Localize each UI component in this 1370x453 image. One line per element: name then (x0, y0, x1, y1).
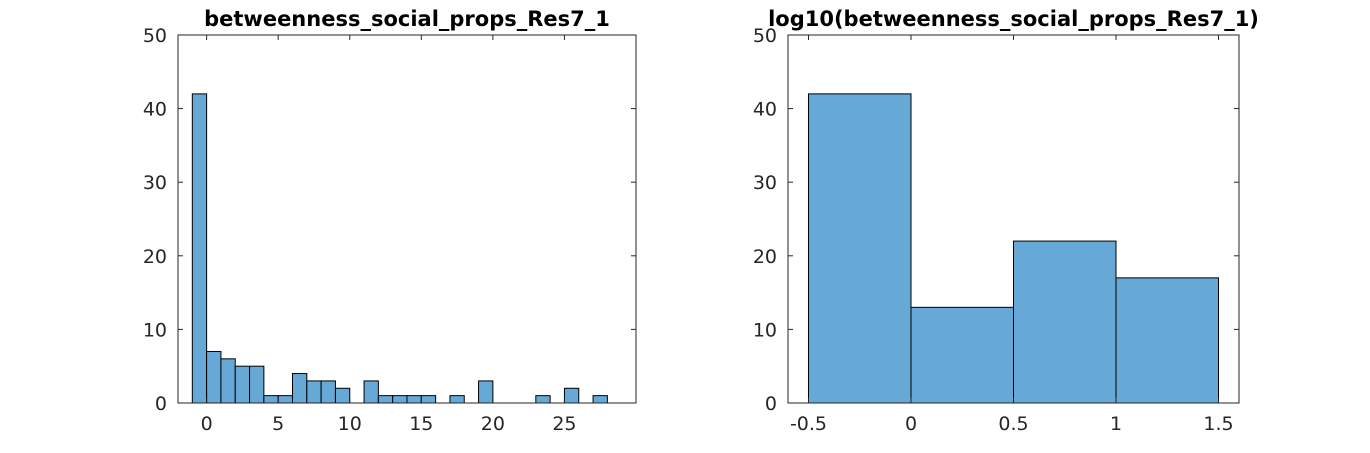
x-tick-label: 25 (552, 413, 576, 435)
histogram-bar (449, 395, 465, 404)
x-tick-label: 5 (272, 413, 284, 435)
histogram-bar (292, 373, 308, 404)
histogram-bar (563, 387, 580, 404)
histogram-bar (249, 365, 265, 404)
histogram-bar (320, 380, 336, 404)
x-tick-label: -0.5 (790, 413, 827, 435)
histogram-bar (334, 387, 351, 404)
y-tick-label: 20 (753, 246, 777, 268)
x-tick-label: 10 (338, 413, 362, 435)
histogram-bar (478, 380, 494, 404)
histogram-bar (808, 93, 912, 404)
histogram-linear: 0 10 20 30 40 50 0 5 10 15 20 25 betweenness_social_… (143, 7, 637, 435)
x-tick-label: 1 (1110, 413, 1122, 435)
histogram-bar (377, 395, 394, 404)
histogram-bar (206, 350, 222, 404)
y-tick-label: 30 (143, 172, 167, 194)
chart-title: log10(betweenness_social_props_Res7_1) (768, 7, 1259, 31)
histogram-bar (263, 395, 279, 404)
histogram-log10: 0 10 20 30 40 50 -0.5 0 0.5 1 1.5 log10(betweenness… (753, 7, 1259, 435)
histogram-bar (234, 365, 251, 404)
histogram-bar (910, 306, 1014, 404)
y-tick-label: 0 (765, 393, 777, 415)
x-tick-label: 0.5 (998, 413, 1028, 435)
histogram-bar (277, 395, 293, 404)
histogram-bar (1115, 277, 1219, 404)
y-tick-label: 50 (753, 25, 777, 47)
y-tick-label: 40 (753, 99, 777, 121)
y-tick-label: 20 (143, 246, 167, 268)
x-tick-label: 20 (481, 413, 505, 435)
axes-frame (177, 34, 637, 404)
histogram-bar (220, 358, 236, 404)
y-tick-label: 40 (143, 99, 167, 121)
y-tick-label: 0 (155, 393, 167, 415)
x-tick-label: 15 (409, 413, 433, 435)
y-tick-label: 30 (753, 172, 777, 194)
y-tick-label: 50 (143, 25, 167, 47)
x-tick-label: 0 (201, 413, 213, 435)
histogram-bar (392, 395, 408, 404)
y-tick-label: 10 (753, 319, 777, 341)
histogram-bar (592, 395, 608, 404)
histogram-bar (406, 395, 422, 404)
histogram-bar (535, 395, 551, 404)
histogram-bar (306, 380, 322, 404)
chart-title: betweenness_social_props_Res7_1 (204, 7, 610, 31)
histogram-bar (363, 380, 379, 404)
histogram-bar (191, 93, 208, 404)
y-tick-label: 10 (143, 319, 167, 341)
x-tick-label: 1.5 (1203, 413, 1233, 435)
histogram-bar (420, 395, 437, 404)
x-tick-label: 0 (905, 413, 917, 435)
histogram-bar (1013, 240, 1117, 404)
